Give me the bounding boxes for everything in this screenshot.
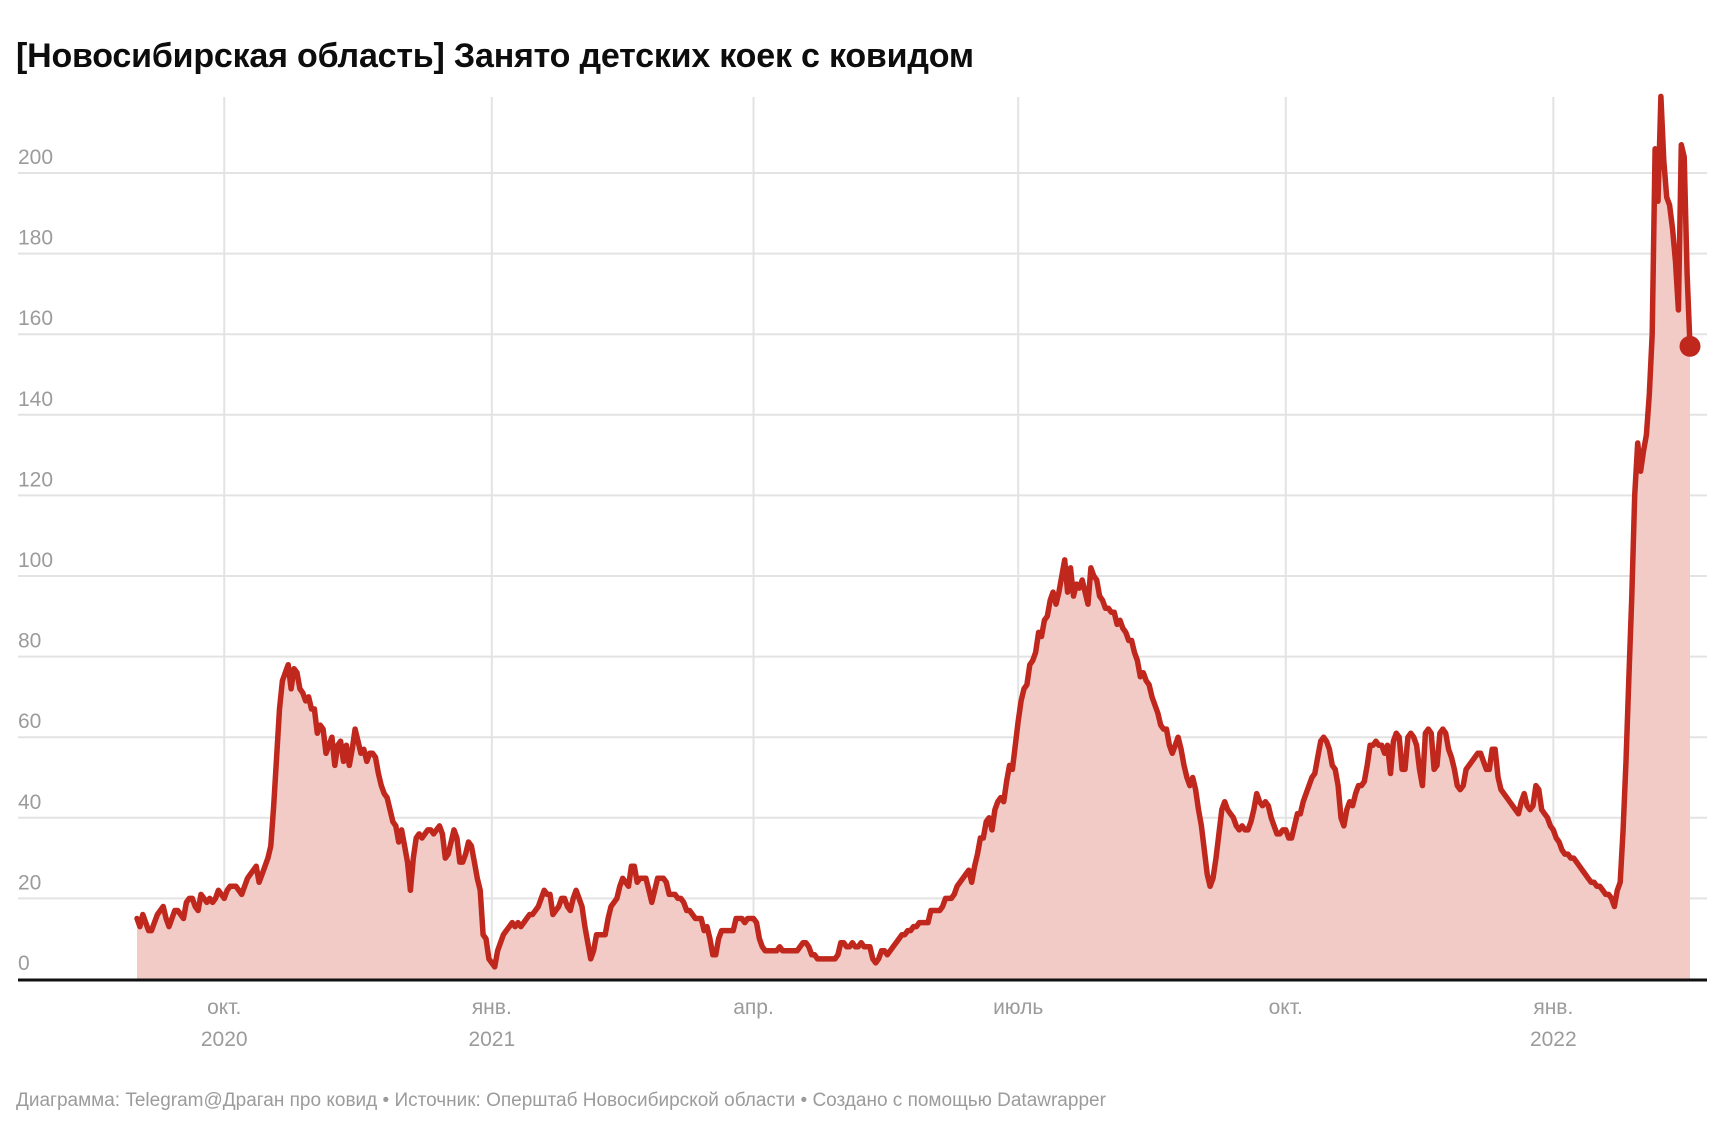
chart-footer-attribution: Диаграмма: Telegram@Драган про ковид • И… bbox=[16, 1090, 1106, 1111]
latest-point-marker bbox=[1679, 335, 1701, 357]
x-axis-year-label: 2022 bbox=[1530, 1028, 1577, 1051]
y-axis-tick-label: 80 bbox=[18, 630, 41, 653]
chart-title: [Новосибирская область] Занято детских к… bbox=[16, 36, 974, 75]
x-axis-month-label: янв. bbox=[1533, 996, 1573, 1019]
x-axis-month-label: июль bbox=[993, 996, 1043, 1019]
x-axis-year-label: 2021 bbox=[468, 1028, 515, 1051]
x-axis-year-label: 2020 bbox=[201, 1028, 248, 1051]
x-axis-month-label: окт. bbox=[1269, 996, 1303, 1019]
y-axis-tick-label: 100 bbox=[18, 549, 53, 572]
y-axis-tick-label: 140 bbox=[18, 388, 53, 411]
y-axis-tick-label: 20 bbox=[18, 871, 41, 894]
y-axis-tick-label: 160 bbox=[18, 307, 53, 330]
y-axis-tick-label: 200 bbox=[18, 146, 53, 169]
y-axis-tick-label: 120 bbox=[18, 468, 53, 491]
x-axis-month-label: апр. bbox=[733, 996, 774, 1019]
series-line bbox=[134, 93, 1693, 970]
y-axis-tick-label: 40 bbox=[18, 791, 41, 814]
x-axis-month-label: янв. bbox=[472, 996, 512, 1019]
y-axis-tick-label: 60 bbox=[18, 710, 41, 733]
series-area-fill bbox=[137, 96, 1690, 980]
y-axis-tick-label: 180 bbox=[18, 227, 53, 250]
x-axis-month-label: окт. bbox=[207, 996, 241, 1019]
y-axis-tick-label: 0 bbox=[18, 952, 30, 975]
